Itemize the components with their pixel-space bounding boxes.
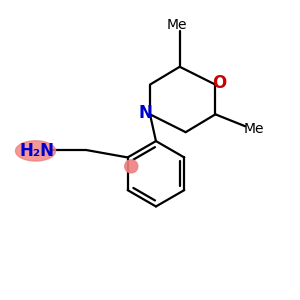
Text: Me: Me [167,18,187,32]
Text: H₂N: H₂N [20,142,55,160]
Text: Me: Me [244,122,264,136]
Circle shape [125,160,138,173]
Text: N: N [139,104,152,122]
Text: O: O [212,74,226,92]
Ellipse shape [16,141,56,161]
